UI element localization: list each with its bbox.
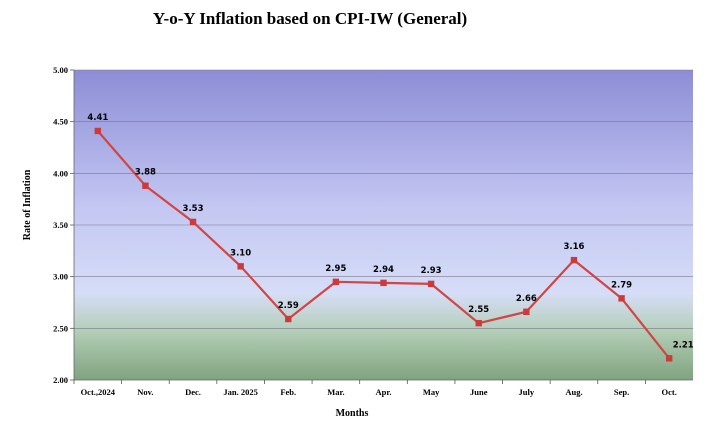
data-label: 2.95 (325, 264, 346, 274)
data-point (285, 315, 292, 323)
data-point (570, 256, 578, 264)
data-point (427, 280, 435, 288)
data-labels: 4.41 3.88 3.53 3.10 2.59 2.95 2.94 2.93 2.55 2.66… (87, 113, 693, 350)
x-tick-label: Sep. (614, 387, 629, 397)
x-tick-label: June (470, 387, 488, 397)
data-label: 2.94 (373, 265, 394, 275)
x-tick-labels: Oct.,2024 Nov. Dec. Jan. 2025 Feb. Mar. Apr. Ma… (81, 387, 677, 397)
data-label: 3.16 (563, 242, 584, 252)
data-label: 3.10 (230, 248, 251, 258)
data-point (475, 319, 482, 327)
axes (73, 70, 693, 384)
data-point (380, 279, 387, 287)
data-point (237, 263, 244, 270)
y-tick-labels: 2.00 2.50 3.00 3.50 4.00 4.50 5.00 (53, 65, 68, 385)
data-point (665, 355, 673, 362)
x-tick-label: Mar. (327, 387, 344, 397)
y-tick-label: 3.50 (53, 220, 68, 230)
data-label: 2.66 (516, 294, 537, 304)
y-tick-label: 4.50 (53, 117, 68, 127)
y-tick-label: 2.50 (53, 323, 68, 333)
data-label: 4.41 (87, 113, 108, 123)
data-label: 3.53 (183, 204, 204, 214)
data-point (332, 278, 340, 286)
chart-title: Y-o-Y Inflation based on CPI-IW (General… (153, 9, 467, 28)
x-tick-label: May (423, 387, 440, 397)
x-tick-label: Apr. (376, 387, 392, 397)
data-point (523, 308, 530, 315)
data-point (142, 182, 149, 189)
x-tick-label: Oct.,2024 (81, 387, 116, 397)
data-label: 3.88 (135, 168, 156, 178)
y-tick-label: 3.00 (53, 272, 68, 282)
gridlines (70, 69, 693, 381)
data-label: 2.79 (611, 280, 632, 290)
y-tick-label: 4.00 (53, 168, 68, 178)
x-tick-label: Oct. (662, 387, 677, 397)
x-axis-label: Months (336, 408, 369, 419)
x-tick-label: Aug. (565, 387, 582, 397)
data-label: 2.21 (673, 340, 694, 350)
y-tick-label: 5.00 (53, 65, 68, 75)
x-tick-label: July (519, 387, 535, 397)
data-point (94, 127, 102, 135)
x-tick-label: Nov. (137, 387, 153, 397)
data-label: 2.93 (421, 266, 442, 276)
data-label: 2.59 (278, 301, 299, 311)
x-tick-label: Jan. 2025 (223, 387, 257, 397)
markers (94, 127, 673, 362)
data-point (618, 295, 625, 302)
x-tick-label: Dec. (185, 387, 201, 397)
y-tick-label: 2.00 (53, 375, 68, 385)
y-axis-label: Rate of Inflation (22, 169, 33, 240)
x-tick-label: Feb. (280, 387, 296, 397)
data-label: 2.55 (468, 305, 489, 315)
data-point (189, 218, 197, 226)
